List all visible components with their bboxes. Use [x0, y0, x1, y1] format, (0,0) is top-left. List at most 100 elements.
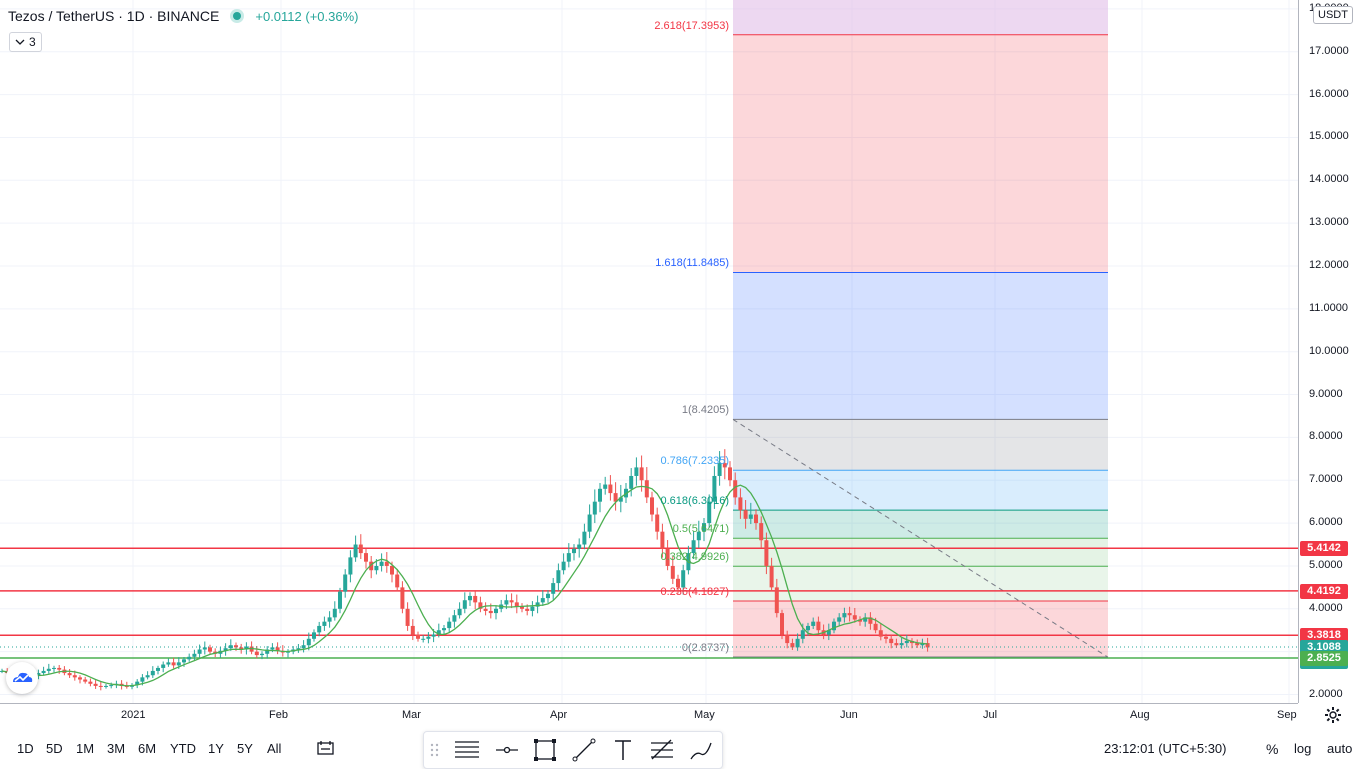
- fib-zone: [733, 34, 1108, 273]
- candle-body: [863, 617, 868, 622]
- candle-body: [608, 484, 613, 494]
- moving-average-line: [1, 484, 928, 687]
- text-icon[interactable]: [610, 737, 636, 763]
- candle-body: [234, 645, 238, 648]
- candle-body: [629, 475, 634, 489]
- candle-body: [452, 615, 457, 622]
- candle-body: [904, 640, 909, 644]
- candle-body: [530, 606, 535, 611]
- candle-body: [858, 619, 862, 622]
- horizontal-ray-icon[interactable]: [494, 737, 520, 763]
- candle-body: [88, 681, 93, 684]
- candle-body: [46, 668, 51, 671]
- candle-body: [244, 646, 249, 650]
- time-tick-label: 2021: [121, 709, 146, 721]
- fib-zone: [733, 272, 1108, 420]
- timeframe-1m[interactable]: 1M: [76, 741, 95, 756]
- candle-body: [733, 480, 738, 498]
- fib-level-label: 0(2.8737): [681, 642, 729, 655]
- candle-body: [561, 561, 566, 571]
- brush-icon[interactable]: [688, 737, 714, 763]
- timeframe-6m[interactable]: 6M: [138, 741, 157, 756]
- grip-icon[interactable]: [428, 737, 442, 763]
- chart-pane[interactable]: 2.618(17.3953) 1.618(11.8485) 1(8.4205) 0.7…: [0, 0, 1298, 703]
- fib-level-label: 2.618(17.3953): [654, 19, 729, 32]
- candle-body: [208, 647, 212, 652]
- candle-body: [915, 643, 920, 646]
- indicators-toggle-button[interactable]: 3: [9, 32, 42, 52]
- candle-body: [494, 608, 498, 614]
- rectangle-icon[interactable]: [532, 737, 558, 763]
- price-tick-label: 2.0000: [1309, 687, 1343, 700]
- auto-scale-toggle[interactable]: auto: [1327, 741, 1353, 756]
- candle-body: [681, 570, 686, 588]
- candle-body: [405, 608, 410, 626]
- timeframe-all[interactable]: All: [267, 741, 282, 756]
- fib-zone: [733, 566, 1108, 601]
- candle-body: [650, 497, 654, 515]
- candle-body: [57, 667, 62, 670]
- candle-body: [223, 648, 228, 651]
- candle-body: [764, 540, 769, 566]
- candle-body: [442, 628, 446, 631]
- candle-body: [696, 531, 701, 541]
- price-tick-label: 10.0000: [1309, 344, 1349, 357]
- timeframe-1d[interactable]: 1D: [17, 741, 34, 756]
- candle-body: [140, 677, 145, 682]
- fib-level-label: 0.382(4.9926): [660, 551, 730, 564]
- candle-body: [78, 677, 82, 680]
- fib-level-label: 1(8.4205): [681, 404, 729, 417]
- candle-body: [707, 501, 712, 524]
- fib-level-label: 0.618(6.3016): [660, 495, 730, 508]
- time-tick-label: May: [694, 709, 715, 721]
- timeframe-ytd[interactable]: YTD: [170, 741, 196, 756]
- candle-body: [811, 621, 816, 626]
- candle-body: [852, 615, 857, 620]
- candle-body: [254, 651, 259, 656]
- timeframe-1y[interactable]: 1Y: [208, 741, 224, 756]
- timeframe-5y[interactable]: 5Y: [237, 741, 253, 756]
- timeframe-3m[interactable]: 3M: [107, 741, 126, 756]
- settings-gear-icon[interactable]: [1324, 706, 1342, 724]
- candle-body: [582, 531, 587, 545]
- candle-body: [587, 514, 592, 532]
- candle-body: [837, 617, 842, 622]
- candle-body: [509, 600, 514, 603]
- candle-body: [826, 630, 831, 635]
- candle-body: [447, 621, 452, 629]
- candle-body: [691, 540, 696, 554]
- time-tick-label: Feb: [269, 709, 288, 721]
- price-tick-label: 15.0000: [1309, 130, 1349, 143]
- price-tick-label: 12.0000: [1309, 259, 1349, 271]
- candle-body: [239, 647, 244, 650]
- price-tick-label: 5.0000: [1309, 558, 1343, 571]
- candle-body: [322, 621, 327, 626]
- tradingview-logo-button[interactable]: [6, 662, 38, 694]
- candle-body: [36, 673, 41, 676]
- candle-body: [176, 662, 181, 666]
- time-tick-label: Jul: [983, 709, 998, 721]
- log-scale-toggle[interactable]: log: [1294, 741, 1312, 756]
- date-range-icon[interactable]: [316, 740, 336, 756]
- symbol-title[interactable]: Tezos / TetherUS · 1D · BINANCE: [8, 8, 220, 24]
- time-axis[interactable]: 2021 Feb Mar Apr May Jun Jul Aug Sep: [0, 703, 1298, 730]
- candle-body: [556, 570, 561, 584]
- fib-icon[interactable]: [649, 737, 675, 763]
- candle-body: [410, 625, 415, 635]
- candle-body: [712, 475, 717, 502]
- horizontal-lines-icon[interactable]: [454, 737, 480, 763]
- currency-badge[interactable]: USDT: [1313, 6, 1353, 24]
- percent-scale-toggle[interactable]: %: [1266, 741, 1279, 757]
- candle-body: [603, 484, 608, 489]
- price-axis[interactable]: 18.000017.000016.000015.000014.000013.00…: [1298, 0, 1366, 703]
- chart-canvas[interactable]: [0, 0, 1298, 703]
- price-tick-label: 11.0000: [1309, 301, 1348, 314]
- trend-line-icon[interactable]: [571, 737, 597, 763]
- timeframe-5d[interactable]: 5D: [46, 741, 63, 756]
- candle-body: [353, 544, 358, 558]
- market-status-icon: [233, 12, 242, 20]
- candle-body: [899, 643, 904, 646]
- clock-timezone[interactable]: 23:12:01 (UTC+5:30): [1104, 741, 1227, 756]
- candle-body: [655, 514, 660, 532]
- candle-body: [150, 670, 155, 676]
